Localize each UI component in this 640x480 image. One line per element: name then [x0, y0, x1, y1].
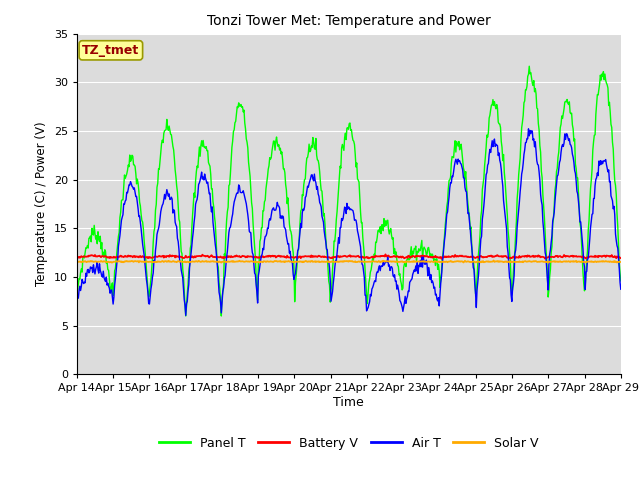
Solar V — [223, 259, 230, 265]
Text: TZ_tmet: TZ_tmet — [82, 44, 140, 57]
Solar V — [83, 259, 90, 265]
Air T — [431, 292, 439, 298]
Panel T — [182, 313, 189, 319]
Panel T — [431, 263, 439, 268]
Solar V — [490, 258, 497, 264]
Panel T — [617, 278, 625, 284]
Panel T — [83, 245, 90, 251]
X-axis label: Time: Time — [333, 396, 364, 409]
Battery V — [617, 255, 625, 261]
Air T — [223, 249, 231, 254]
Panel T — [73, 282, 81, 288]
Panel T — [416, 248, 424, 254]
Legend: Panel T, Battery V, Air T, Solar V: Panel T, Battery V, Air T, Solar V — [154, 432, 544, 455]
Air T — [73, 299, 81, 305]
Panel T — [223, 209, 231, 215]
Line: Battery V: Battery V — [77, 254, 621, 259]
Battery V — [139, 253, 147, 259]
Panel T — [195, 154, 202, 160]
Air T — [182, 312, 189, 318]
Solar V — [431, 258, 438, 264]
Air T — [83, 274, 90, 279]
Solar V — [545, 260, 552, 265]
Air T — [416, 264, 424, 269]
Solar V — [617, 259, 625, 265]
Solar V — [415, 259, 422, 264]
Line: Panel T: Panel T — [77, 66, 621, 316]
Solar V — [139, 259, 147, 264]
Battery V — [73, 256, 81, 262]
Panel T — [525, 63, 533, 69]
Air T — [139, 241, 147, 247]
Panel T — [139, 219, 147, 225]
Air T — [525, 126, 532, 132]
Battery V — [223, 254, 230, 260]
Title: Tonzi Tower Met: Temperature and Power: Tonzi Tower Met: Temperature and Power — [207, 14, 491, 28]
Battery V — [431, 253, 439, 259]
Air T — [195, 181, 202, 187]
Solar V — [73, 259, 81, 264]
Line: Solar V: Solar V — [77, 261, 621, 263]
Line: Air T: Air T — [77, 129, 621, 315]
Battery V — [416, 253, 424, 259]
Battery V — [194, 253, 202, 259]
Y-axis label: Temperature (C) / Power (V): Temperature (C) / Power (V) — [35, 122, 48, 286]
Battery V — [381, 252, 389, 257]
Battery V — [83, 254, 90, 260]
Solar V — [194, 259, 202, 264]
Air T — [617, 287, 625, 292]
